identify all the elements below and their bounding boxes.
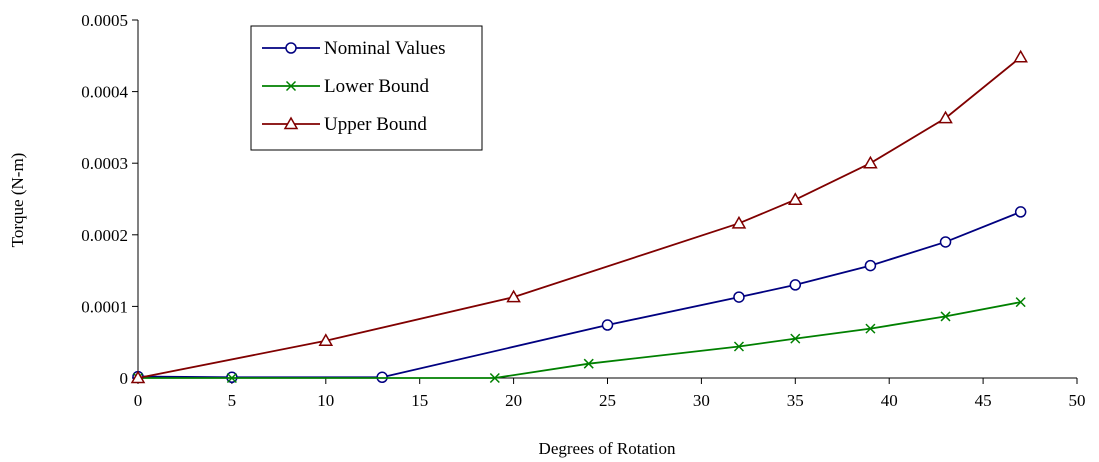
x-tick-label: 5	[228, 391, 237, 410]
legend-marker	[285, 42, 297, 54]
x-tick-label: 40	[881, 391, 898, 410]
y-ticks: 0 0.0001 0.0002 0.0003 0.0004 0.0005	[81, 11, 138, 388]
y-tick-label: 0.0002	[81, 226, 128, 245]
data-point	[863, 155, 878, 169]
x-tick-label: 25	[599, 391, 616, 410]
x-tick-label: 0	[134, 391, 143, 410]
data-point	[733, 341, 744, 352]
data-point	[864, 259, 877, 272]
legend-entry: Nominal Values	[262, 38, 446, 59]
legend-label: Lower Bound	[324, 76, 430, 97]
series-nominal-values	[132, 206, 1027, 384]
legend-marker	[285, 80, 297, 92]
x-tick-label: 15	[411, 391, 428, 410]
data-point	[731, 215, 747, 229]
series-line	[138, 301, 1021, 379]
x-axis-label: Degrees of Rotation	[539, 439, 676, 458]
x-tick-label: 30	[693, 391, 710, 410]
legend-entry: Upper Bound	[262, 114, 427, 135]
data-point	[318, 333, 334, 347]
data-point	[865, 323, 876, 334]
y-tick-label: 0	[120, 369, 129, 388]
data-point	[1013, 49, 1028, 63]
legend-label: Nominal Values	[324, 38, 446, 59]
x-tick-label: 45	[975, 391, 992, 410]
data-point	[789, 279, 802, 291]
data-point	[583, 358, 594, 369]
data-point	[130, 370, 146, 384]
legend-marker	[283, 116, 299, 130]
series-lower-bound	[132, 297, 1026, 384]
x-tick-label: 50	[1069, 391, 1086, 410]
data-point	[938, 110, 953, 124]
x-tick-label: 35	[787, 391, 804, 410]
data-point	[733, 291, 745, 303]
data-point	[940, 311, 951, 322]
data-point	[601, 319, 614, 331]
data-point	[226, 372, 237, 384]
y-tick-label: 0.0005	[81, 11, 128, 30]
x-tick-label: 20	[505, 391, 522, 410]
data-point	[788, 192, 803, 205]
y-tick-label: 0.0003	[81, 154, 128, 173]
legend: Nominal Values Lower Bound Upper Bound	[250, 25, 483, 151]
y-axis-label: Torque (N-m)	[8, 153, 27, 248]
series-upper-bound	[130, 49, 1028, 384]
legend-entry: Lower Bound	[262, 76, 430, 97]
series-line	[137, 56, 1022, 379]
data-point	[790, 333, 801, 344]
data-point	[939, 236, 952, 248]
y-tick-label: 0.0001	[81, 297, 128, 316]
data-point	[489, 372, 500, 384]
legend-label: Upper Bound	[324, 114, 427, 135]
x-ticks: 0 5 10 15 20 25 30 35 40 45 50	[134, 378, 1086, 410]
data-point	[1014, 206, 1027, 218]
x-tick-label: 10	[317, 391, 334, 410]
series-layer	[130, 49, 1028, 384]
y-tick-label: 0.0004	[81, 83, 128, 102]
data-point	[1015, 297, 1026, 308]
data-point	[506, 289, 521, 303]
